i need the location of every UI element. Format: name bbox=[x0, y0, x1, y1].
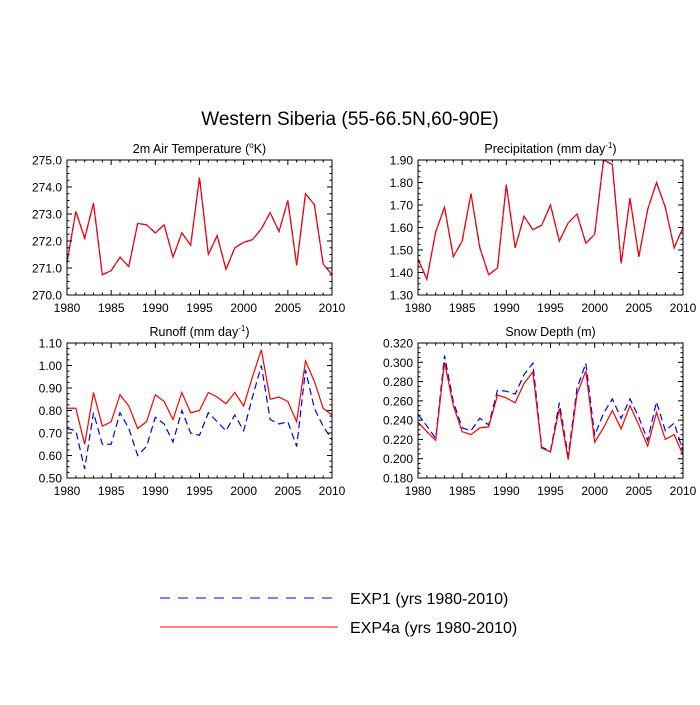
chart-panel-3: Runoff (mm day-1) 1980 1985 1990 1995 2000 200… bbox=[39, 324, 346, 498]
x-tick-label: 2000 bbox=[230, 484, 257, 498]
x-tick-label: 1980 bbox=[54, 301, 81, 315]
y-tick-label: 0.300 bbox=[383, 356, 413, 370]
panel-title-text: 2m Air Temperature ( bbox=[133, 142, 250, 156]
y-tick-label: 1.70 bbox=[390, 199, 414, 213]
panel-title-text: Runoff (mm day bbox=[150, 325, 239, 339]
legend-label-exp4a: EXP4a (yrs 1980-2010) bbox=[350, 620, 517, 637]
panel-title-superscript: -1 bbox=[605, 141, 613, 150]
panel-title: Snow Depth (m) bbox=[505, 325, 595, 339]
series-line-exp1 bbox=[66, 177, 333, 276]
x-tick-label: 1990 bbox=[493, 301, 520, 315]
x-tick-label: 1995 bbox=[186, 484, 213, 498]
x-tick-label: 1980 bbox=[405, 301, 432, 315]
x-tick-label: 1985 bbox=[98, 484, 125, 498]
y-tick-label: 272.0 bbox=[32, 235, 62, 249]
x-tick-label: 2005 bbox=[625, 301, 652, 315]
series-line-exp1 bbox=[417, 355, 684, 456]
x-tick-label: 1995 bbox=[537, 301, 564, 315]
x-tick-label: 1985 bbox=[449, 301, 476, 315]
x-tick-label: 2010 bbox=[319, 484, 346, 498]
panel-title-superscript: o bbox=[249, 141, 254, 150]
x-tick-label: 1995 bbox=[537, 484, 564, 498]
y-tick-label: 0.180 bbox=[383, 472, 413, 486]
y-tick-label: 1.80 bbox=[390, 176, 414, 190]
y-tick-label: 273.0 bbox=[32, 208, 62, 222]
legend-label-exp1: EXP1 (yrs 1980-2010) bbox=[350, 591, 508, 608]
y-tick-label: 271.0 bbox=[32, 262, 62, 276]
y-tick-label: 0.70 bbox=[39, 427, 63, 441]
y-tick-label: 0.60 bbox=[39, 449, 63, 463]
y-tick-label: 0.320 bbox=[383, 337, 413, 351]
chart-panel-2: Precipitation (mm day-1) 1980 1985 1990 1995… bbox=[390, 141, 697, 315]
series-line-exp4a bbox=[417, 159, 684, 282]
x-tick-label: 1980 bbox=[54, 484, 81, 498]
x-tick-label: 2000 bbox=[230, 301, 257, 315]
x-tick-label: 2005 bbox=[274, 484, 301, 498]
y-tick-label: 275.0 bbox=[32, 154, 62, 168]
x-tick-label: 1985 bbox=[449, 484, 476, 498]
panel-title-text: Snow Depth (m) bbox=[505, 325, 595, 339]
y-tick-label: 1.50 bbox=[390, 244, 414, 258]
y-tick-label: 0.260 bbox=[383, 394, 413, 408]
x-tick-label: 1985 bbox=[98, 301, 125, 315]
y-tick-label: 274.0 bbox=[32, 181, 62, 195]
chart-panel-4: Snow Depth (m) 1980 1985 1990 1995 2000 2005 20… bbox=[383, 325, 697, 498]
x-tick-label: 2005 bbox=[274, 301, 301, 315]
x-tick-label: 1995 bbox=[186, 301, 213, 315]
y-tick-label: 0.90 bbox=[39, 382, 63, 396]
y-tick-label: 0.50 bbox=[39, 472, 63, 486]
panels: 2m Air Temperature (oK) 1980 1985 1990 1995 2… bbox=[32, 141, 697, 498]
x-tick-label: 2005 bbox=[625, 484, 652, 498]
y-tick-label: 1.90 bbox=[390, 154, 414, 168]
y-tick-label: 1.10 bbox=[39, 337, 63, 351]
y-tick-label: 0.80 bbox=[39, 404, 63, 418]
legend: EXP1 (yrs 1980-2010) EXP4a (yrs 1980-2010… bbox=[160, 591, 517, 637]
series-line-exp1 bbox=[417, 159, 684, 282]
series-line-exp4a bbox=[66, 177, 333, 276]
y-tick-label: 0.240 bbox=[383, 414, 413, 428]
series-line-exp4a bbox=[67, 349, 333, 445]
panel-title-tail: ) bbox=[245, 325, 249, 339]
series-line-exp1 bbox=[66, 365, 333, 470]
x-tick-label: 2010 bbox=[319, 301, 346, 315]
x-tick-label: 1990 bbox=[142, 301, 169, 315]
x-tick-label: 1990 bbox=[493, 484, 520, 498]
y-tick-label: 1.00 bbox=[39, 359, 63, 373]
panel-title-superscript: -1 bbox=[238, 324, 246, 333]
x-tick-label: 2000 bbox=[581, 301, 608, 315]
panel-title: Precipitation (mm day-1) bbox=[484, 141, 616, 156]
x-tick-label: 1980 bbox=[405, 484, 432, 498]
panel-title-tail: K) bbox=[254, 142, 267, 156]
series-line-exp4a bbox=[417, 362, 684, 460]
plot-frame bbox=[417, 342, 684, 479]
y-tick-label: 1.40 bbox=[390, 266, 414, 280]
chart-panel-1: 2m Air Temperature (oK) 1980 1985 1990 1995 2… bbox=[32, 141, 346, 315]
y-tick-label: 0.280 bbox=[383, 375, 413, 389]
x-tick-label: 2010 bbox=[670, 301, 697, 315]
y-tick-label: 1.30 bbox=[390, 289, 414, 303]
x-tick-label: 2010 bbox=[670, 484, 697, 498]
panel-title-text: Precipitation (mm day bbox=[484, 142, 606, 156]
x-tick-label: 1990 bbox=[142, 484, 169, 498]
x-tick-label: 2000 bbox=[581, 484, 608, 498]
y-tick-label: 0.200 bbox=[383, 452, 413, 466]
plot-frame bbox=[417, 159, 684, 296]
panel-title: 2m Air Temperature (oK) bbox=[133, 141, 266, 156]
y-tick-label: 1.60 bbox=[390, 221, 414, 235]
panel-title-tail: ) bbox=[612, 142, 616, 156]
y-tick-label: 0.220 bbox=[383, 433, 413, 447]
panel-title: Runoff (mm day-1) bbox=[150, 324, 250, 339]
y-tick-label: 270.0 bbox=[32, 289, 62, 303]
figure-title: Western Siberia (55-66.5N,60-90E) bbox=[201, 109, 498, 130]
